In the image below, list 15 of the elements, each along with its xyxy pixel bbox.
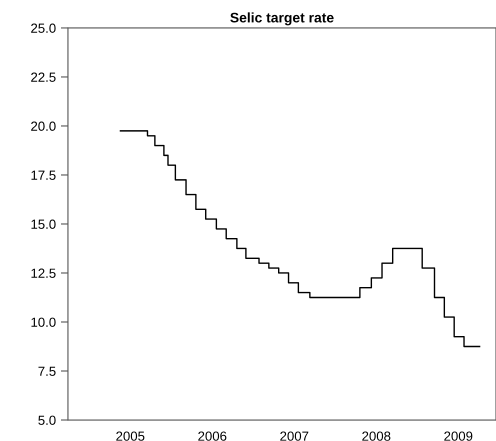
- x-tick-label: 2007: [280, 431, 308, 441]
- y-tick-label: 12.5: [31, 268, 56, 278]
- y-tick-label: 22.5: [31, 72, 56, 82]
- y-tick-label: 5.0: [38, 416, 56, 425]
- y-tick-label: 20.0: [31, 122, 56, 131]
- x-tick-label: 2005: [116, 431, 144, 441]
- chart-title: Selic target rate: [230, 12, 334, 26]
- y-tick-label: 17.5: [31, 170, 56, 180]
- y-tick-label: 15.0: [31, 220, 56, 229]
- x-tick-label: 2006: [198, 431, 226, 441]
- y-tick-label: 25.0: [31, 24, 56, 33]
- y-tick-label: 10.0: [31, 318, 56, 327]
- x-tick-label: 2009: [444, 431, 472, 441]
- x-tick-label: 2008: [362, 431, 390, 441]
- y-tick-label: 7.5: [38, 366, 56, 376]
